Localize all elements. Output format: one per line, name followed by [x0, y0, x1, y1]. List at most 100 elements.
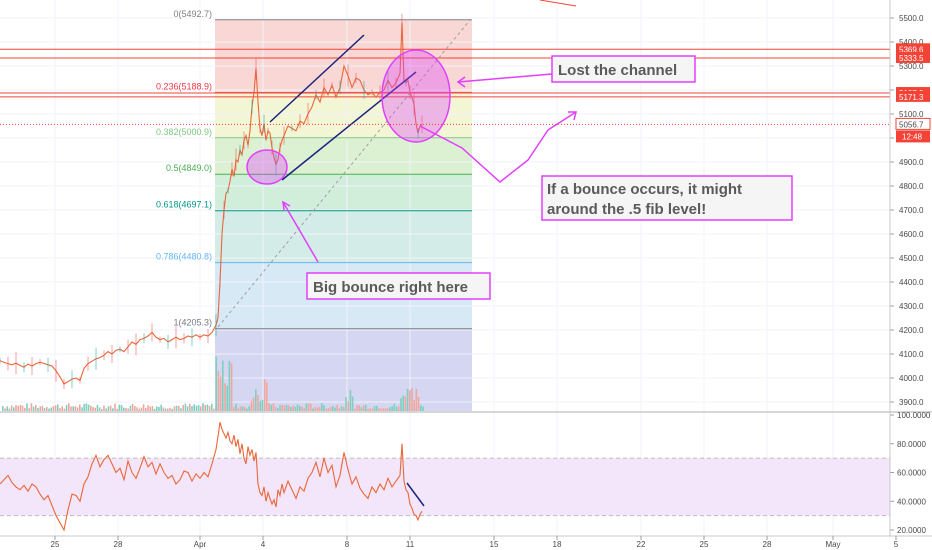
volume-bar [360, 407, 363, 411]
price-tick-label: 4800.0 [899, 182, 924, 191]
time-tick-label: 8 [345, 540, 350, 549]
volume-bar [140, 407, 143, 411]
volume-bar [382, 408, 385, 411]
volume-bar [323, 405, 325, 411]
big-bounce-arrow [282, 201, 319, 263]
fib-level-label: 0.618(4697.1) [156, 200, 212, 210]
volume-bar [72, 406, 74, 411]
time-tick-label: 28 [763, 540, 772, 549]
volume-bar [347, 401, 349, 411]
volume-bar [272, 403, 275, 411]
volume-bar [277, 408, 279, 411]
price-tick-label: 4600.0 [899, 230, 924, 239]
rsi-value-axis[interactable]: 100.0000 80.0000 60.0000 40.0000 20.0000 [890, 411, 932, 536]
volume-bar [365, 404, 367, 411]
lost-channel-arrowhead [456, 76, 466, 88]
time-tick-label: 28 [114, 540, 123, 549]
price-tick-label: 3900.0 [899, 398, 924, 407]
volume-bar [248, 406, 250, 411]
annotation-big-bounce: Big bounce right here [306, 272, 491, 300]
volume-bar [50, 407, 52, 411]
volume-bar [127, 408, 129, 411]
annotation-bounce-line1: If a bounce occurs, it might [547, 181, 742, 198]
volume-bar [376, 405, 378, 411]
volume-bar [138, 408, 140, 411]
volume-bar [409, 390, 411, 411]
volume-bar [191, 406, 193, 411]
time-tick-label: 4 [261, 540, 266, 549]
volume-bar [224, 383, 226, 411]
volume-bar [288, 405, 290, 411]
volume-bar [142, 404, 145, 411]
volume-bar [68, 403, 70, 411]
volume-bar [30, 403, 33, 411]
price-tick-label: 5100.0 [899, 110, 924, 119]
time-tick-label: 25 [700, 540, 709, 549]
volume-bar [182, 405, 184, 411]
volume-bar [52, 406, 55, 411]
time-axis[interactable]: 25 28 Apr 4 8 11 15 18 22 25 28 May 5 [51, 536, 899, 549]
volume-bar [175, 405, 178, 411]
volume-bar [87, 404, 90, 411]
volume-bar [193, 404, 195, 411]
volume-bar [26, 403, 28, 411]
time-tick-label: Apr [194, 540, 207, 549]
volume-bar [13, 407, 15, 411]
volume-bar [8, 408, 11, 411]
volume-bar [103, 405, 105, 411]
volume-bar [202, 403, 204, 411]
volume-bar [105, 408, 107, 411]
volume-bar [145, 408, 147, 411]
rsi-line [0, 422, 423, 532]
volume-bar [81, 407, 83, 411]
volume-bar [156, 406, 158, 411]
channel-break-ellipse [381, 49, 451, 143]
volume-bar [246, 408, 248, 411]
volume-bar [268, 403, 270, 411]
price-tick-label: 5500.0 [899, 14, 924, 23]
volume-bar [107, 406, 110, 411]
volume-bar [158, 406, 160, 411]
volume-bar [76, 407, 79, 411]
volume-bar [274, 406, 277, 411]
price-tick-label: 4500.0 [899, 254, 924, 263]
annotation-bounce-line2: around the .5 fib level! [547, 201, 706, 218]
volume-bar [171, 408, 173, 411]
price-level-box-label: 5333.5 [899, 54, 924, 63]
volume-bar [43, 408, 46, 411]
volume-bar [371, 408, 374, 411]
fib-level-label: 0.5(4849.0) [166, 163, 212, 173]
time-tick-label: May [825, 540, 840, 549]
volume-bar [147, 405, 149, 411]
price-tick-label: 5400.0 [899, 38, 924, 47]
volume-bar [343, 407, 345, 411]
volume-bar [327, 408, 330, 411]
channel-lower-line [281, 71, 417, 181]
volume-bar [6, 406, 8, 411]
countdown-label: 12:48 [902, 132, 923, 141]
volume-bar [294, 406, 297, 411]
volume-bar [303, 408, 305, 411]
drawings [217, 0, 577, 328]
volume-bar [395, 406, 398, 411]
volume-bar [301, 406, 303, 411]
volume-bar [393, 403, 396, 411]
main-price-axis[interactable]: 5500.05400.05300.05200.05100.05000.04900… [890, 0, 932, 412]
volume-bar [94, 407, 96, 411]
volume-bar [35, 404, 37, 411]
volume-bar [241, 406, 244, 411]
volume-bar [57, 404, 59, 411]
volume-bar [208, 405, 211, 411]
volume-bar [351, 396, 354, 411]
volume-bar [28, 408, 30, 411]
volume-bar [387, 408, 389, 411]
volume-bar [373, 406, 376, 411]
volume-bar [46, 406, 48, 411]
projection-arrowhead [568, 111, 577, 121]
volume-bar [10, 405, 13, 411]
annotation-lost-channel-text: Lost the channel [558, 62, 677, 79]
volume-bar [164, 408, 167, 411]
channel-upper-line [269, 34, 365, 123]
volume-bar [257, 394, 259, 411]
volume-bar [281, 404, 283, 411]
